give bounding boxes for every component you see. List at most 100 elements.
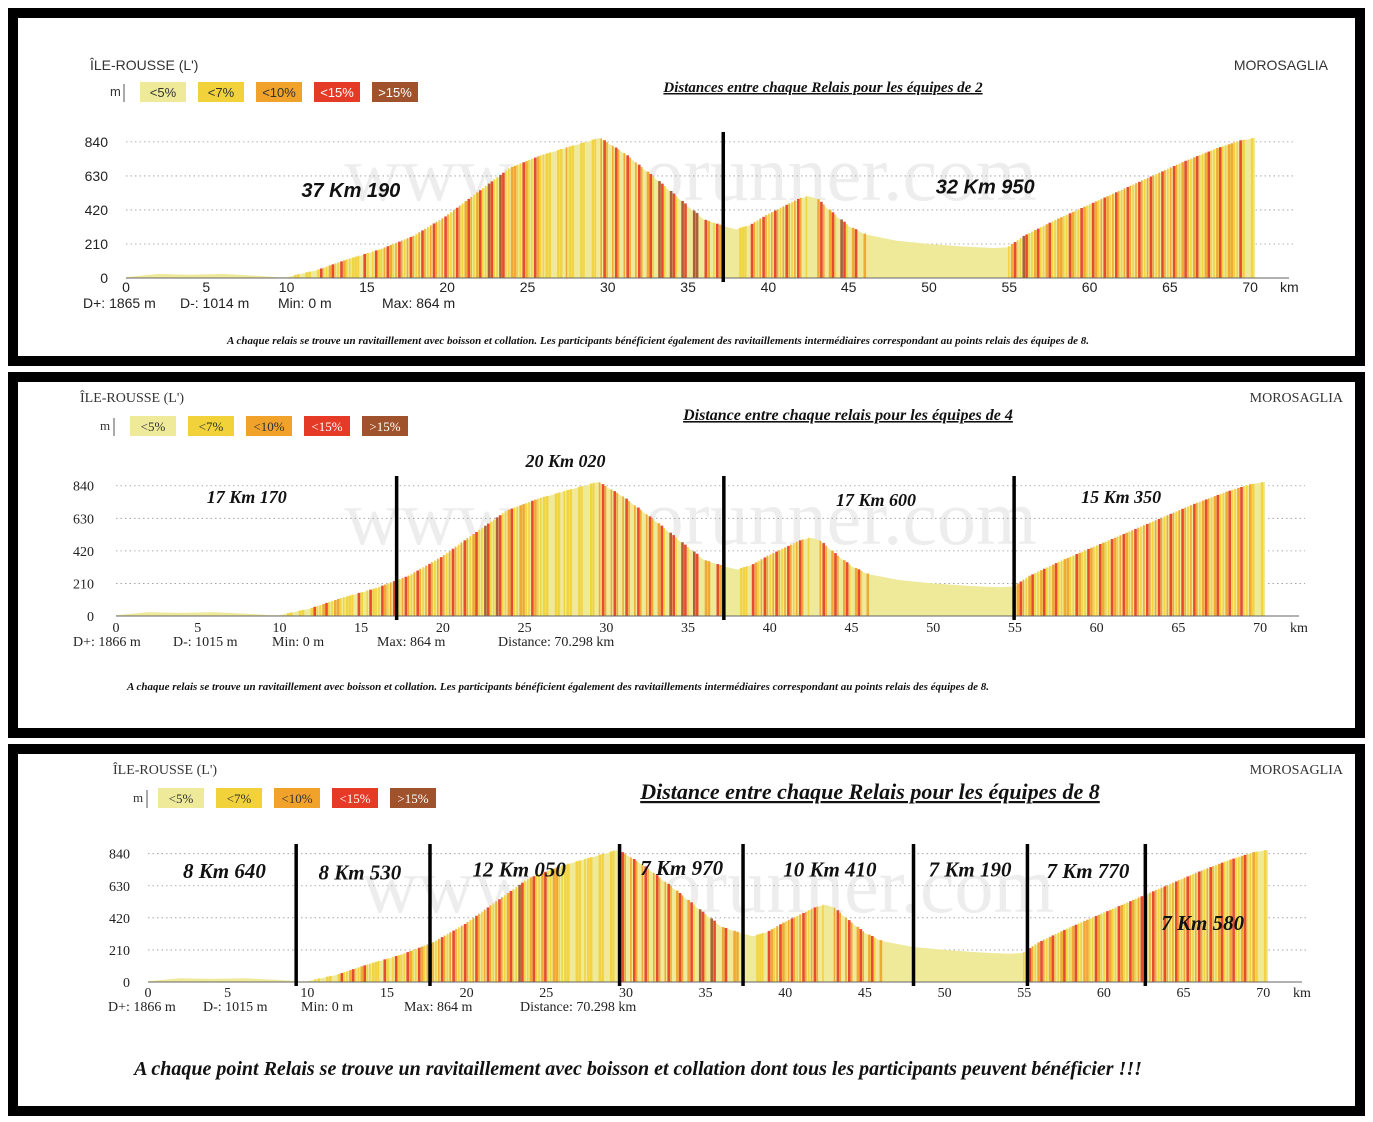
x-tick-label: 35 (681, 621, 695, 636)
gradient-stripe (314, 979, 317, 982)
gradient-stripe (374, 250, 378, 278)
gradient-stripe (398, 578, 401, 616)
gradient-stripe (1204, 499, 1208, 616)
gradient-stripe (695, 212, 699, 278)
y-tick-label: 420 (109, 912, 130, 927)
gradient-stripe (1028, 948, 1032, 982)
gradient-stripe (519, 505, 522, 616)
gradient-stripe (439, 557, 443, 616)
gradient-stripe (856, 926, 860, 982)
gradient-stripe (526, 878, 529, 982)
gradient-stripe (1250, 138, 1254, 278)
stat-d-plus: D+: 1865 m (83, 295, 156, 311)
gradient-stripe (624, 853, 626, 982)
gradient-stripe (1120, 904, 1124, 982)
gradient-stripe (616, 492, 619, 616)
gradient-stripe (470, 196, 472, 278)
gradient-stripe (658, 877, 661, 982)
gradient-stripe (421, 230, 424, 278)
gradient-stripe (587, 857, 590, 982)
gradient-stripe (490, 521, 492, 616)
gradient-stripe (739, 227, 742, 278)
segment-distance-label: 32 Km 950 (936, 177, 1035, 199)
gradient-stripe (768, 213, 770, 278)
gradient-stripe (704, 219, 708, 278)
y-tick-label: 210 (85, 236, 109, 252)
panel-teams-2: www.onoorunner.com ÎLE-ROUSSE (L') MOROSAG… (15, 15, 1358, 359)
gradient-stripe (1195, 156, 1199, 278)
gradient-stripe (1155, 173, 1157, 278)
x-tick-label: 30 (600, 279, 616, 295)
gradient-stripe (431, 562, 433, 616)
gradient-stripe (831, 550, 834, 616)
gradient-stripe (721, 927, 725, 982)
gradient-stripe (501, 513, 504, 616)
gradient-stripe (1200, 870, 1203, 982)
gradient-stripe (415, 233, 417, 278)
gradient-stripe (1223, 861, 1226, 982)
gradient-stripe (445, 552, 448, 616)
gradient-stripe (1097, 200, 1100, 278)
gradient-stripe (495, 517, 499, 616)
gradient-stripe (1106, 911, 1109, 982)
gradient-stripe (1195, 872, 1197, 982)
gradient-stripe (1190, 158, 1192, 278)
gradient-stripe (1149, 522, 1151, 616)
x-tick-label: 70 (1242, 279, 1258, 295)
gradient-stripe (613, 491, 617, 616)
gradient-stripe (629, 157, 631, 278)
gradient-stripe (661, 183, 664, 278)
gradient-stripe (1154, 890, 1157, 982)
gradient-stripe (389, 582, 392, 616)
gradient-stripe (1207, 151, 1211, 278)
gradient-stripe (328, 601, 330, 616)
gradient-stripe (440, 937, 444, 982)
gradient-stripe (578, 486, 581, 616)
gradient-stripe (713, 222, 715, 278)
gradient-stripe (340, 973, 344, 982)
gradient-stripe (503, 895, 506, 982)
gradient-stripe (434, 560, 436, 616)
legend-swatch (130, 416, 176, 436)
gradient-stripe (633, 859, 636, 982)
gradient-stripe (534, 499, 537, 616)
gradient-stripe (1175, 881, 1178, 982)
stat-distance: Distance: 70.298 km (498, 635, 614, 650)
gradient-stripe (493, 179, 495, 278)
gradient-stripe (472, 534, 475, 616)
x-tick-label: 50 (921, 279, 937, 295)
gradient-stripe (1240, 855, 1244, 982)
gradient-stripe (492, 519, 495, 616)
gradient-stripe (406, 238, 409, 278)
gradient-stripe (1062, 215, 1065, 278)
gradient-stripe (298, 610, 302, 616)
gradient-stripe (442, 555, 445, 616)
gradient-stripe (1172, 166, 1176, 278)
gradient-stripe (1040, 940, 1043, 982)
x-tick-label: 65 (1162, 279, 1178, 295)
legend-label: <15% (311, 419, 342, 434)
gradient-stripe (684, 203, 687, 278)
gradient-stripe (1077, 209, 1079, 278)
x-tick-label: 15 (380, 986, 394, 1001)
gradient-stripe (412, 949, 414, 982)
gradient-stripe (410, 573, 413, 616)
gradient-stripe (545, 495, 549, 616)
start-label: ÎLE-ROUSSE (L') (89, 57, 198, 73)
gradient-stripe (1103, 912, 1105, 982)
gradient-stripe (546, 870, 549, 982)
gradient-stripe (1104, 541, 1107, 616)
gradient-stripe (531, 158, 533, 278)
gradient-stripe (1154, 520, 1157, 616)
gradient-stripe (1037, 942, 1040, 982)
gradient-stripe (805, 196, 808, 278)
gradient-stripe (375, 587, 377, 616)
gradient-stripe (496, 177, 498, 278)
gradient-stripe (346, 971, 348, 982)
gradient-stripe (1084, 550, 1086, 616)
gradient-stripe (1010, 244, 1014, 278)
gradient-stripe (775, 551, 778, 616)
gradient-stripe (1181, 508, 1184, 616)
gradient-stripe (648, 516, 652, 616)
